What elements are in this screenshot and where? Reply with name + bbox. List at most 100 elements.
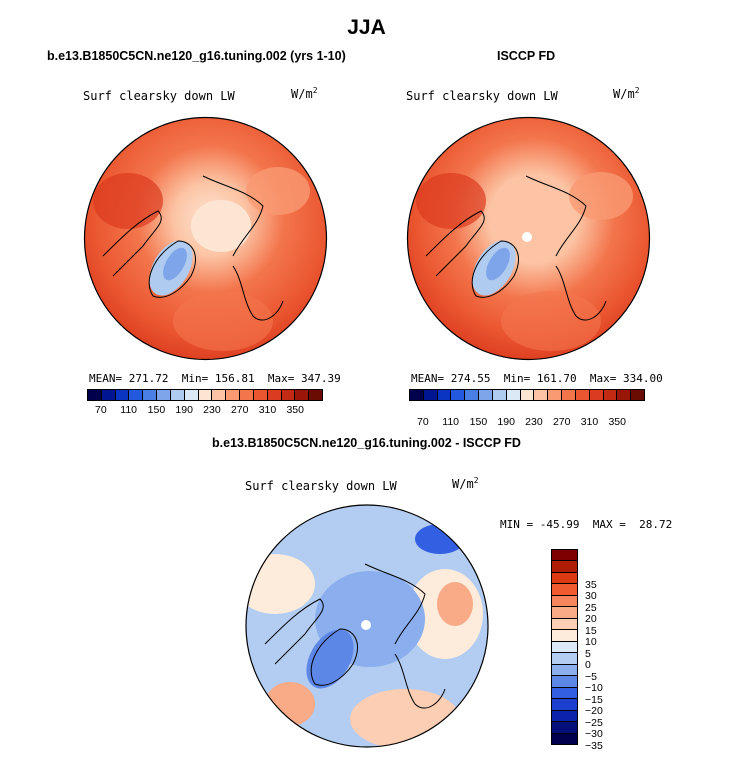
diff-colorbar-tick-label: −15 <box>585 693 603 706</box>
model-max-label: Max= <box>267 372 295 385</box>
model-colorbar-tick-label: 230 <box>203 404 221 416</box>
model-colorbar-tick-label: 70 <box>95 404 107 416</box>
obs-colorbar-swatch <box>451 390 466 400</box>
model-colorbar-swatch <box>309 390 323 400</box>
obs-colorbar-swatch <box>520 390 535 400</box>
diff-pole-hole <box>361 620 371 630</box>
obs-max-value: 334.00 <box>623 372 663 385</box>
diff-colorbar-tick-label: −5 <box>585 670 597 683</box>
diff-europe-field <box>350 689 460 747</box>
model-colorbar-swatch <box>267 390 282 400</box>
obs-coast-canada <box>425 210 485 277</box>
diff-units-base: W/m <box>452 477 474 491</box>
obs-pacific-field <box>416 173 486 229</box>
diff-min-label: MIN = <box>500 518 534 531</box>
model-colorbar-tick-label: 150 <box>147 404 166 416</box>
obs-polar-map <box>406 116 651 361</box>
diff-min-value: -45.99 <box>539 518 580 531</box>
diff-colorbar-swatch <box>552 687 577 700</box>
diff-colorbar-tick-label: 15 <box>585 624 597 637</box>
obs-colorbar-swatch <box>603 390 618 400</box>
model-colorbar-swatch <box>240 390 254 400</box>
season-title: JJA <box>347 16 386 39</box>
obs-coast-greenland <box>471 240 519 298</box>
model-coast-canada <box>102 210 162 277</box>
diff-coast-canada <box>264 598 324 665</box>
diff-polar-map <box>245 504 489 748</box>
diff-units-label: W/m2 <box>452 476 479 491</box>
diff-variable-label: Surf clearsky down LW <box>245 479 397 493</box>
diff-colorbar-swatch <box>552 676 577 688</box>
obs-colorbar-tick-label: 190 <box>497 416 515 428</box>
diff-colorbar-tick-label: 30 <box>585 590 597 603</box>
obs-colorbar-swatch <box>410 390 424 400</box>
model-colorbar <box>87 389 323 401</box>
model-coast-siberia <box>202 175 264 257</box>
model-colorbar-ticks: 70 110 150 190 230 270 310 350 <box>87 404 323 416</box>
diff-colorbar-swatch <box>552 618 577 631</box>
obs-map-border <box>406 116 651 361</box>
diff-colorbar-swatch <box>552 584 577 596</box>
diff-northeast-field <box>415 524 465 554</box>
diff-max-label: MAX = <box>592 518 626 531</box>
diff-colorbar-tick-label: −35 <box>585 739 603 752</box>
diff-stats: MIN = -45.99 MAX = 28.72 <box>500 518 672 531</box>
model-min-label: Min= <box>181 372 209 385</box>
model-min-value: 156.81 <box>214 372 255 385</box>
obs-mean-label: MEAN= <box>411 372 445 385</box>
obs-coast-europe <box>555 265 607 321</box>
diff-colorbar-tick-label: 35 <box>585 578 597 591</box>
diff-max-value: 28.72 <box>639 518 673 531</box>
diff-colorbar-swatch <box>552 699 577 711</box>
model-stats: MEAN= 271.72 Min= 156.81 Max= 347.39 <box>89 372 341 385</box>
obs-panel-title: ISCCP FD <box>497 49 556 63</box>
diff-colorbar-swatch <box>552 733 577 744</box>
diff-colorbar-swatch <box>552 572 577 585</box>
model-colorbar-swatch <box>143 390 158 400</box>
diff-colorbar-tick-label: 25 <box>585 601 597 614</box>
obs-colorbar-ticks: 70 110 150 190 230 270 310 350 <box>409 416 645 428</box>
model-greenland-core <box>163 247 187 281</box>
obs-units-exp: 2 <box>634 86 640 95</box>
obs-pole-hole <box>522 232 532 242</box>
model-colorbar-swatch <box>253 390 268 400</box>
model-mean-value: 271.72 <box>128 372 169 385</box>
obs-colorbar-swatch <box>575 390 590 400</box>
model-colorbar-tick-label: 110 <box>120 404 138 416</box>
model-pacific-field <box>93 173 163 229</box>
obs-colorbar-tick-label: 110 <box>442 416 460 428</box>
model-colorbar-tick-label: 310 <box>258 404 277 416</box>
model-coast-europe <box>232 265 284 321</box>
model-colorbar-swatch <box>184 390 199 400</box>
obs-colorbar-swatch <box>617 390 632 400</box>
diff-colorbar-swatch <box>552 595 577 608</box>
diff-colorbar-swatch <box>552 561 577 573</box>
diff-colorbar-tick-label: 10 <box>585 636 597 649</box>
model-mean-label: MEAN= <box>89 372 123 385</box>
obs-colorbar-swatch <box>479 390 493 400</box>
model-colorbar-swatch <box>281 390 296 400</box>
obs-colorbar-tick-label: 270 <box>552 416 571 428</box>
diff-siberia-warm <box>437 582 473 626</box>
model-units-label: W/m2 <box>291 86 318 101</box>
model-colorbar-swatch <box>129 390 144 400</box>
obs-stats: MEAN= 274.55 Min= 161.70 Max= 334.00 <box>411 372 663 385</box>
obs-variable-label: Surf clearsky down LW <box>406 89 558 103</box>
model-variable-label: Surf clearsky down LW <box>83 89 235 103</box>
model-pole-field <box>191 200 251 252</box>
obs-colorbar-swatch <box>492 390 507 400</box>
diff-coast-greenland <box>310 628 358 686</box>
model-colorbar-swatch <box>212 390 227 400</box>
diff-colorbar-swatch <box>552 653 577 665</box>
diff-colorbar-swatch <box>552 550 577 562</box>
obs-min-label: Min= <box>503 372 531 385</box>
obs-colorbar-tick-label: 230 <box>525 416 543 428</box>
obs-colorbar <box>409 389 645 401</box>
model-siberia-field <box>246 167 310 215</box>
diff-colorbar-tick-label: 0 <box>585 659 591 672</box>
diff-colorbar-tick-label: −10 <box>585 682 603 695</box>
obs-colorbar-swatch <box>506 390 521 400</box>
diff-colorbar-tick-label: 5 <box>585 647 591 660</box>
obs-units-base: W/m <box>613 87 635 101</box>
obs-colorbar-tick-label: 150 <box>469 416 488 428</box>
